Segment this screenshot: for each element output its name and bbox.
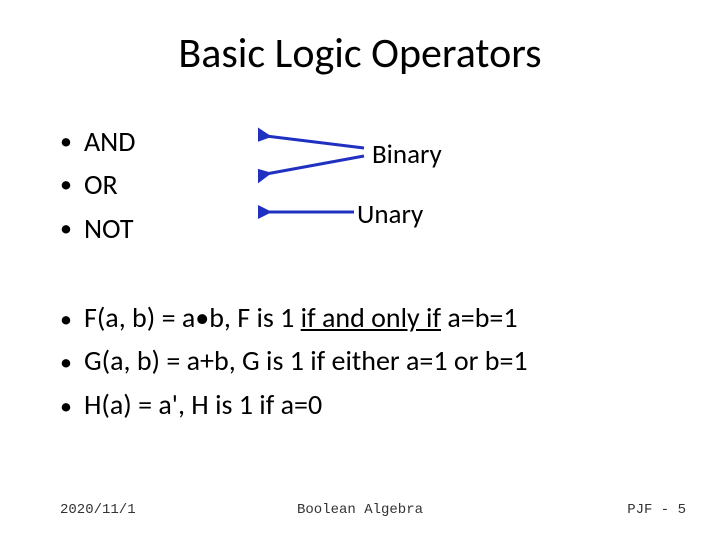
list-item: • F(a, b) = a•b, F is 1 if and only if a…	[60, 296, 528, 339]
def-f-tail: a=b=1	[441, 300, 518, 335]
operator-label: OR	[84, 163, 118, 206]
list-item: • OR	[60, 163, 135, 206]
def-f-uline: if and only if	[301, 300, 441, 335]
list-item: • AND	[60, 120, 135, 163]
operators-list: • AND • OR • NOT	[60, 120, 135, 250]
slide-title: Basic Logic Operators	[0, 28, 720, 79]
footer-page: PJF - 5	[627, 502, 686, 518]
definition-text: F(a, b) = a•b, F is 1 if and only if a=b…	[84, 296, 518, 339]
operator-label: AND	[84, 120, 136, 163]
list-item: • NOT	[60, 207, 135, 250]
bullet-icon: •	[60, 210, 72, 247]
bullet-icon: •	[60, 344, 72, 381]
definition-text: H(a) = a', H is 1 if a=0	[84, 383, 322, 426]
list-item: • H(a) = a', H is 1 if a=0	[60, 383, 528, 426]
definition-text: G(a, b) = a+b, G is 1 if either a=1 or b…	[84, 339, 528, 382]
operator-label: NOT	[84, 207, 134, 250]
def-f-pre: F(a, b) = a	[84, 300, 195, 335]
definitions-list: • F(a, b) = a•b, F is 1 if and only if a…	[60, 296, 528, 426]
arrow-binary-to-or	[266, 156, 364, 174]
arrow-binary-to-and	[266, 136, 364, 148]
bullet-icon: •	[60, 388, 72, 425]
def-f-post: b, F is 1	[209, 300, 300, 335]
footer-center: Boolean Algebra	[0, 502, 720, 518]
bullet-icon: •	[60, 166, 72, 203]
bullet-icon: •	[60, 123, 72, 160]
binary-label: Binary	[372, 138, 442, 171]
list-item: • G(a, b) = a+b, G is 1 if either a=1 or…	[60, 339, 528, 382]
arrows-svg	[258, 120, 378, 230]
dot-icon: •	[195, 300, 209, 335]
bullet-icon: •	[60, 301, 72, 338]
